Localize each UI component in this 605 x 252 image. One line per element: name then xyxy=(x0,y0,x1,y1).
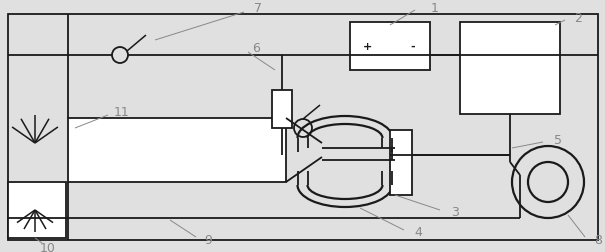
Bar xyxy=(390,130,412,195)
Text: -: - xyxy=(411,42,415,52)
Bar xyxy=(350,22,430,70)
Bar xyxy=(272,90,292,128)
Text: 1: 1 xyxy=(431,2,439,15)
Text: 8: 8 xyxy=(594,234,602,246)
Text: 5: 5 xyxy=(554,134,562,146)
Text: 11: 11 xyxy=(114,106,130,118)
Text: 6: 6 xyxy=(252,42,260,54)
Text: 3: 3 xyxy=(451,205,459,218)
Text: +: + xyxy=(362,42,371,52)
Bar xyxy=(8,182,66,238)
Bar xyxy=(8,14,598,240)
Bar xyxy=(68,118,286,182)
Text: 2: 2 xyxy=(574,12,582,24)
Bar xyxy=(460,22,560,114)
Text: 10: 10 xyxy=(40,241,56,252)
Text: 9: 9 xyxy=(204,234,212,246)
Text: 4: 4 xyxy=(414,226,422,238)
Text: 7: 7 xyxy=(254,2,262,15)
